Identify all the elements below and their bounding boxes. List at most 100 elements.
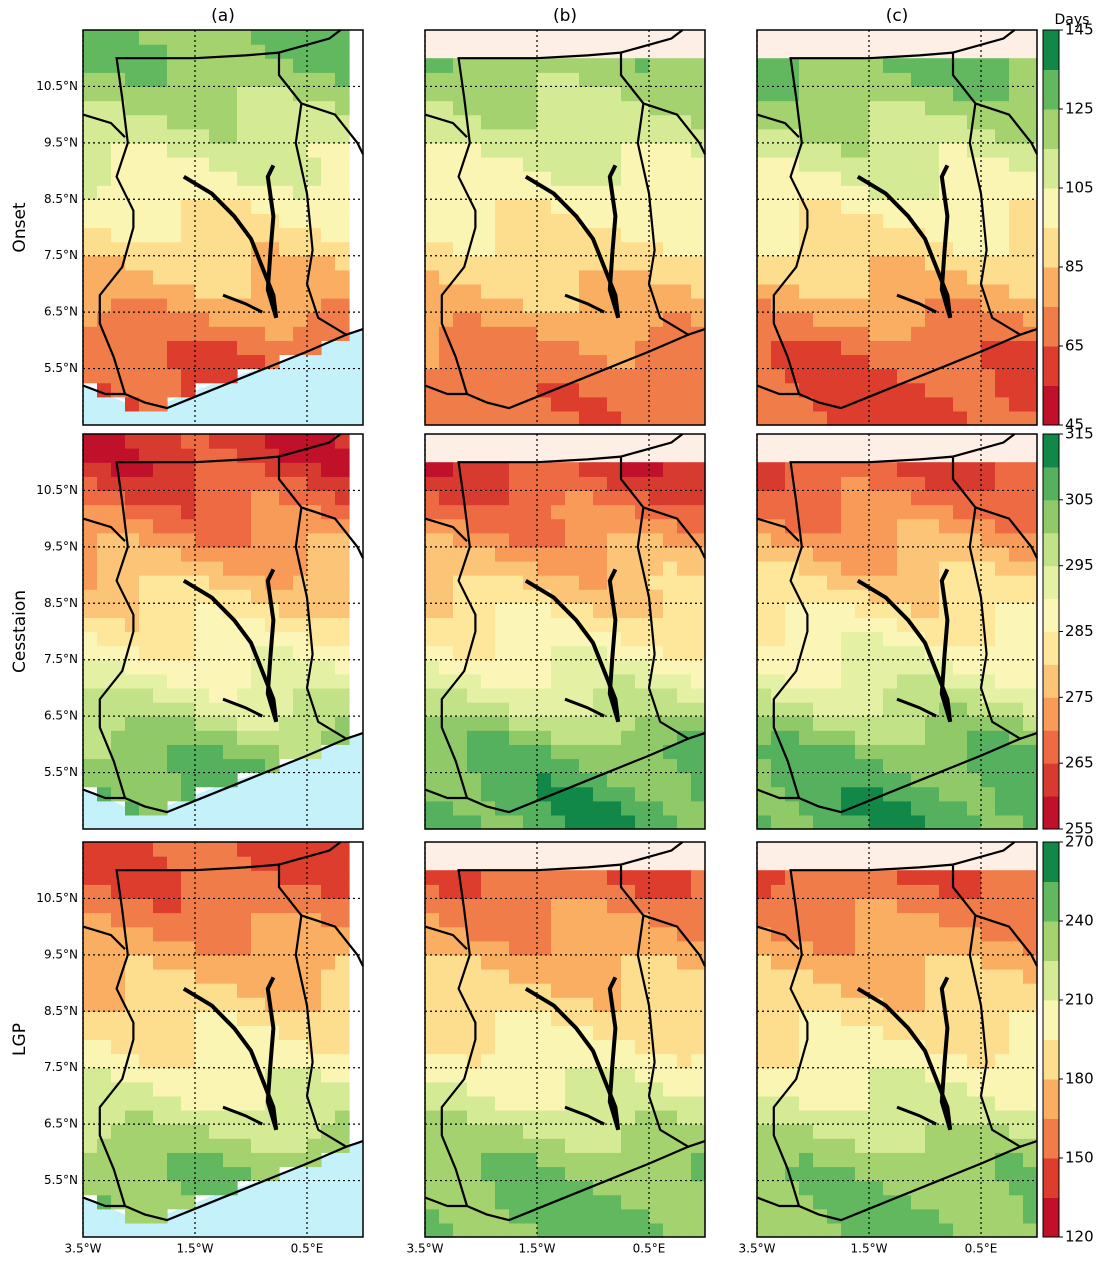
contour-cell — [995, 546, 1010, 562]
contour-cell — [663, 968, 678, 984]
contour-cell — [981, 227, 996, 243]
contour-cell — [883, 354, 898, 370]
contour-cell — [153, 298, 168, 313]
contour-cell — [111, 1053, 126, 1069]
colorbar-swatch — [1043, 631, 1059, 665]
contour-cell — [911, 870, 926, 885]
contour-cell — [97, 382, 112, 398]
contour-cell — [953, 786, 968, 802]
contour-cell — [757, 940, 772, 956]
contour-cell — [523, 462, 538, 477]
contour-cell — [139, 156, 154, 172]
contour-cell — [925, 997, 940, 1012]
contour-cell — [621, 575, 636, 590]
contour-cell — [223, 546, 238, 562]
contour-cell — [139, 744, 154, 760]
contour-cell — [593, 490, 608, 506]
contour-cell — [827, 997, 842, 1012]
contour-cell — [523, 1053, 538, 1069]
contour-cell — [799, 312, 814, 327]
contour-cell — [83, 241, 98, 257]
contour-cell — [841, 490, 856, 506]
contour-cell — [111, 1152, 126, 1168]
contour-cell — [251, 156, 266, 172]
contour-cell — [139, 476, 154, 492]
contour-cell — [467, 185, 482, 200]
contour-cell — [111, 631, 126, 647]
contour-cell — [523, 772, 538, 788]
contour-cell — [995, 926, 1010, 942]
contour-cell — [335, 44, 350, 59]
contour-cell — [911, 968, 926, 984]
contour-cell — [265, 100, 280, 116]
contour-cell — [537, 312, 552, 327]
contour-cell — [83, 128, 98, 144]
contour-cell — [125, 730, 140, 745]
contour-cell — [925, 912, 940, 928]
contour-cell — [855, 1138, 870, 1153]
contour-cell — [785, 476, 800, 492]
contour-cell — [125, 142, 140, 158]
country-border — [975, 102, 1038, 155]
contour-cell — [1023, 758, 1038, 774]
contour-cell — [771, 368, 786, 384]
contour-cell — [223, 86, 238, 102]
contour-cell — [125, 434, 140, 449]
contour-cell — [83, 673, 98, 689]
contour-cell — [799, 968, 814, 984]
contour-cell — [481, 954, 496, 970]
contour-cell — [523, 142, 538, 158]
contour-cell — [953, 1053, 968, 1069]
contour-cell — [771, 940, 786, 956]
contour-cell — [209, 744, 224, 760]
contour-cell — [827, 912, 842, 928]
contour-cell — [209, 842, 224, 857]
contour-cell — [869, 382, 884, 398]
contour-cell — [799, 954, 814, 970]
contour-cell — [537, 1053, 552, 1069]
contour-cell — [649, 532, 664, 548]
contour-cell — [537, 912, 552, 928]
contour-cell — [621, 659, 636, 675]
contour-cell — [125, 560, 140, 576]
contour-cell — [335, 560, 350, 576]
contour-cell — [621, 1222, 636, 1238]
contour-cell — [523, 758, 538, 774]
contour-cell — [565, 631, 580, 647]
contour-cell — [771, 786, 786, 802]
contour-cell — [467, 786, 482, 802]
contour-cell — [537, 983, 552, 998]
contour-cell — [691, 575, 706, 590]
contour-cell — [771, 241, 786, 257]
contour-cell — [593, 100, 608, 116]
contour-cell — [97, 546, 112, 562]
contour-cell — [813, 241, 828, 257]
contour-cell — [251, 30, 266, 45]
contour-cell — [523, 532, 538, 548]
contour-cell — [551, 269, 566, 285]
contour-cell — [579, 1208, 594, 1224]
y-tick-label: 7.5°N — [44, 652, 78, 666]
contour-cell — [195, 58, 210, 73]
colorbar-tick-label: 270 — [1065, 833, 1094, 851]
contour-cell — [1023, 898, 1038, 914]
contour-cell — [453, 142, 468, 158]
contour-cell — [509, 1222, 524, 1238]
contour-cell — [537, 504, 552, 520]
contour-cell — [925, 687, 940, 703]
contour-cell — [495, 954, 510, 970]
contour-cell — [293, 58, 308, 73]
contour-cell — [691, 156, 706, 172]
contour-cell — [279, 997, 294, 1012]
contour-cell — [453, 645, 468, 661]
contour-cell — [467, 814, 482, 830]
contour-cell — [883, 114, 898, 130]
contour-cell — [125, 1095, 140, 1111]
contour-cell — [691, 128, 706, 144]
contour-cell — [83, 58, 98, 73]
contour-cell — [663, 72, 678, 88]
contour-cell — [593, 382, 608, 398]
contour-cell — [635, 1039, 650, 1055]
contour-cell — [663, 884, 678, 900]
contour-cell — [663, 255, 678, 271]
